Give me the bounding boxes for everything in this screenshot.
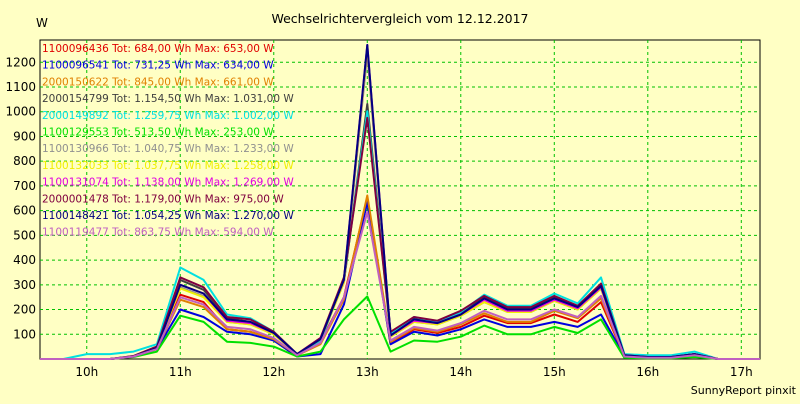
x-tick-label: 12h <box>262 365 285 379</box>
legend: 1100096436 Tot: 684,00 Wh Max: 653,00 W 1… <box>42 43 294 239</box>
y-tick-label: 500 <box>13 228 36 242</box>
chart-title: Wechselrichtervergleich vom 12.12.2017 <box>271 11 528 26</box>
legend-entry: 1100132033 Tot: 1.037,75 Wh Max: 1.258,0… <box>42 160 294 172</box>
legend-entry: 2000001478 Tot: 1.179,00 Wh Max: 975,00 … <box>42 193 284 205</box>
y-tick-label: 200 <box>13 303 36 317</box>
y-tick-label: 700 <box>13 179 36 193</box>
legend-entry: 2000150622 Tot: 845,00 Wh Max: 661,00 W <box>42 76 274 88</box>
series-line-12 <box>40 211 760 360</box>
y-axis-label: W <box>36 16 48 30</box>
x-tick-label: 16h <box>636 365 659 379</box>
legend-entry: 2000154799 Tot: 1.154,50 Wh Max: 1.031,0… <box>42 93 294 105</box>
x-tick-label: 17h <box>730 365 753 379</box>
legend-entry: 1100131074 Tot: 1.138,00 Wh Max: 1.269,0… <box>42 177 294 189</box>
y-tick-label: 800 <box>13 154 36 168</box>
y-tick-label: 1200 <box>5 55 36 69</box>
y-tick-label: 600 <box>13 204 36 218</box>
legend-entry: 1100096541 Tot: 731,25 Wh Max: 634,00 W <box>42 60 274 72</box>
plot-area <box>39 39 761 360</box>
y-tick-label: 300 <box>13 278 36 292</box>
y-tick-label: 400 <box>13 253 36 267</box>
y-tick-label: 900 <box>13 129 36 143</box>
y-tick-label: 100 <box>13 327 36 341</box>
x-tick-label: 15h <box>543 365 566 379</box>
x-tick-label: 11h <box>169 365 192 379</box>
y-tick-label: 1100 <box>5 80 36 94</box>
legend-entry: 1100148421 Tot: 1.054,25 Wh Max: 1.270,0… <box>42 210 294 222</box>
legend-entry: 1100119477 Tot: 863,75 Wh Max: 594,00 W <box>42 227 274 239</box>
axis-ticks: 100 200 300 400 500 600 700 800 900 1000 1100 1200 1… <box>5 55 752 379</box>
x-tick-label: 13h <box>356 365 379 379</box>
y-tick-label: 1000 <box>5 105 36 119</box>
x-tick-label: 14h <box>449 365 472 379</box>
legend-entry: 1100129553 Tot: 513,50 Wh Max: 253,00 W <box>42 127 274 139</box>
footer-credit: SunnyReport pinxit <box>691 384 797 397</box>
legend-entry: 1100096436 Tot: 684,00 Wh Max: 653,00 W <box>42 43 274 55</box>
x-tick-label: 10h <box>75 365 98 379</box>
legend-entry: 2000149892 Tot: 1.259,75 Wh Max: 1.002,0… <box>42 110 294 122</box>
grid <box>40 40 760 359</box>
series-lines <box>40 43 760 360</box>
series-line-5 <box>40 110 760 360</box>
legend-entry: 1100130966 Tot: 1.040,75 Wh Max: 1.233,0… <box>42 143 294 155</box>
